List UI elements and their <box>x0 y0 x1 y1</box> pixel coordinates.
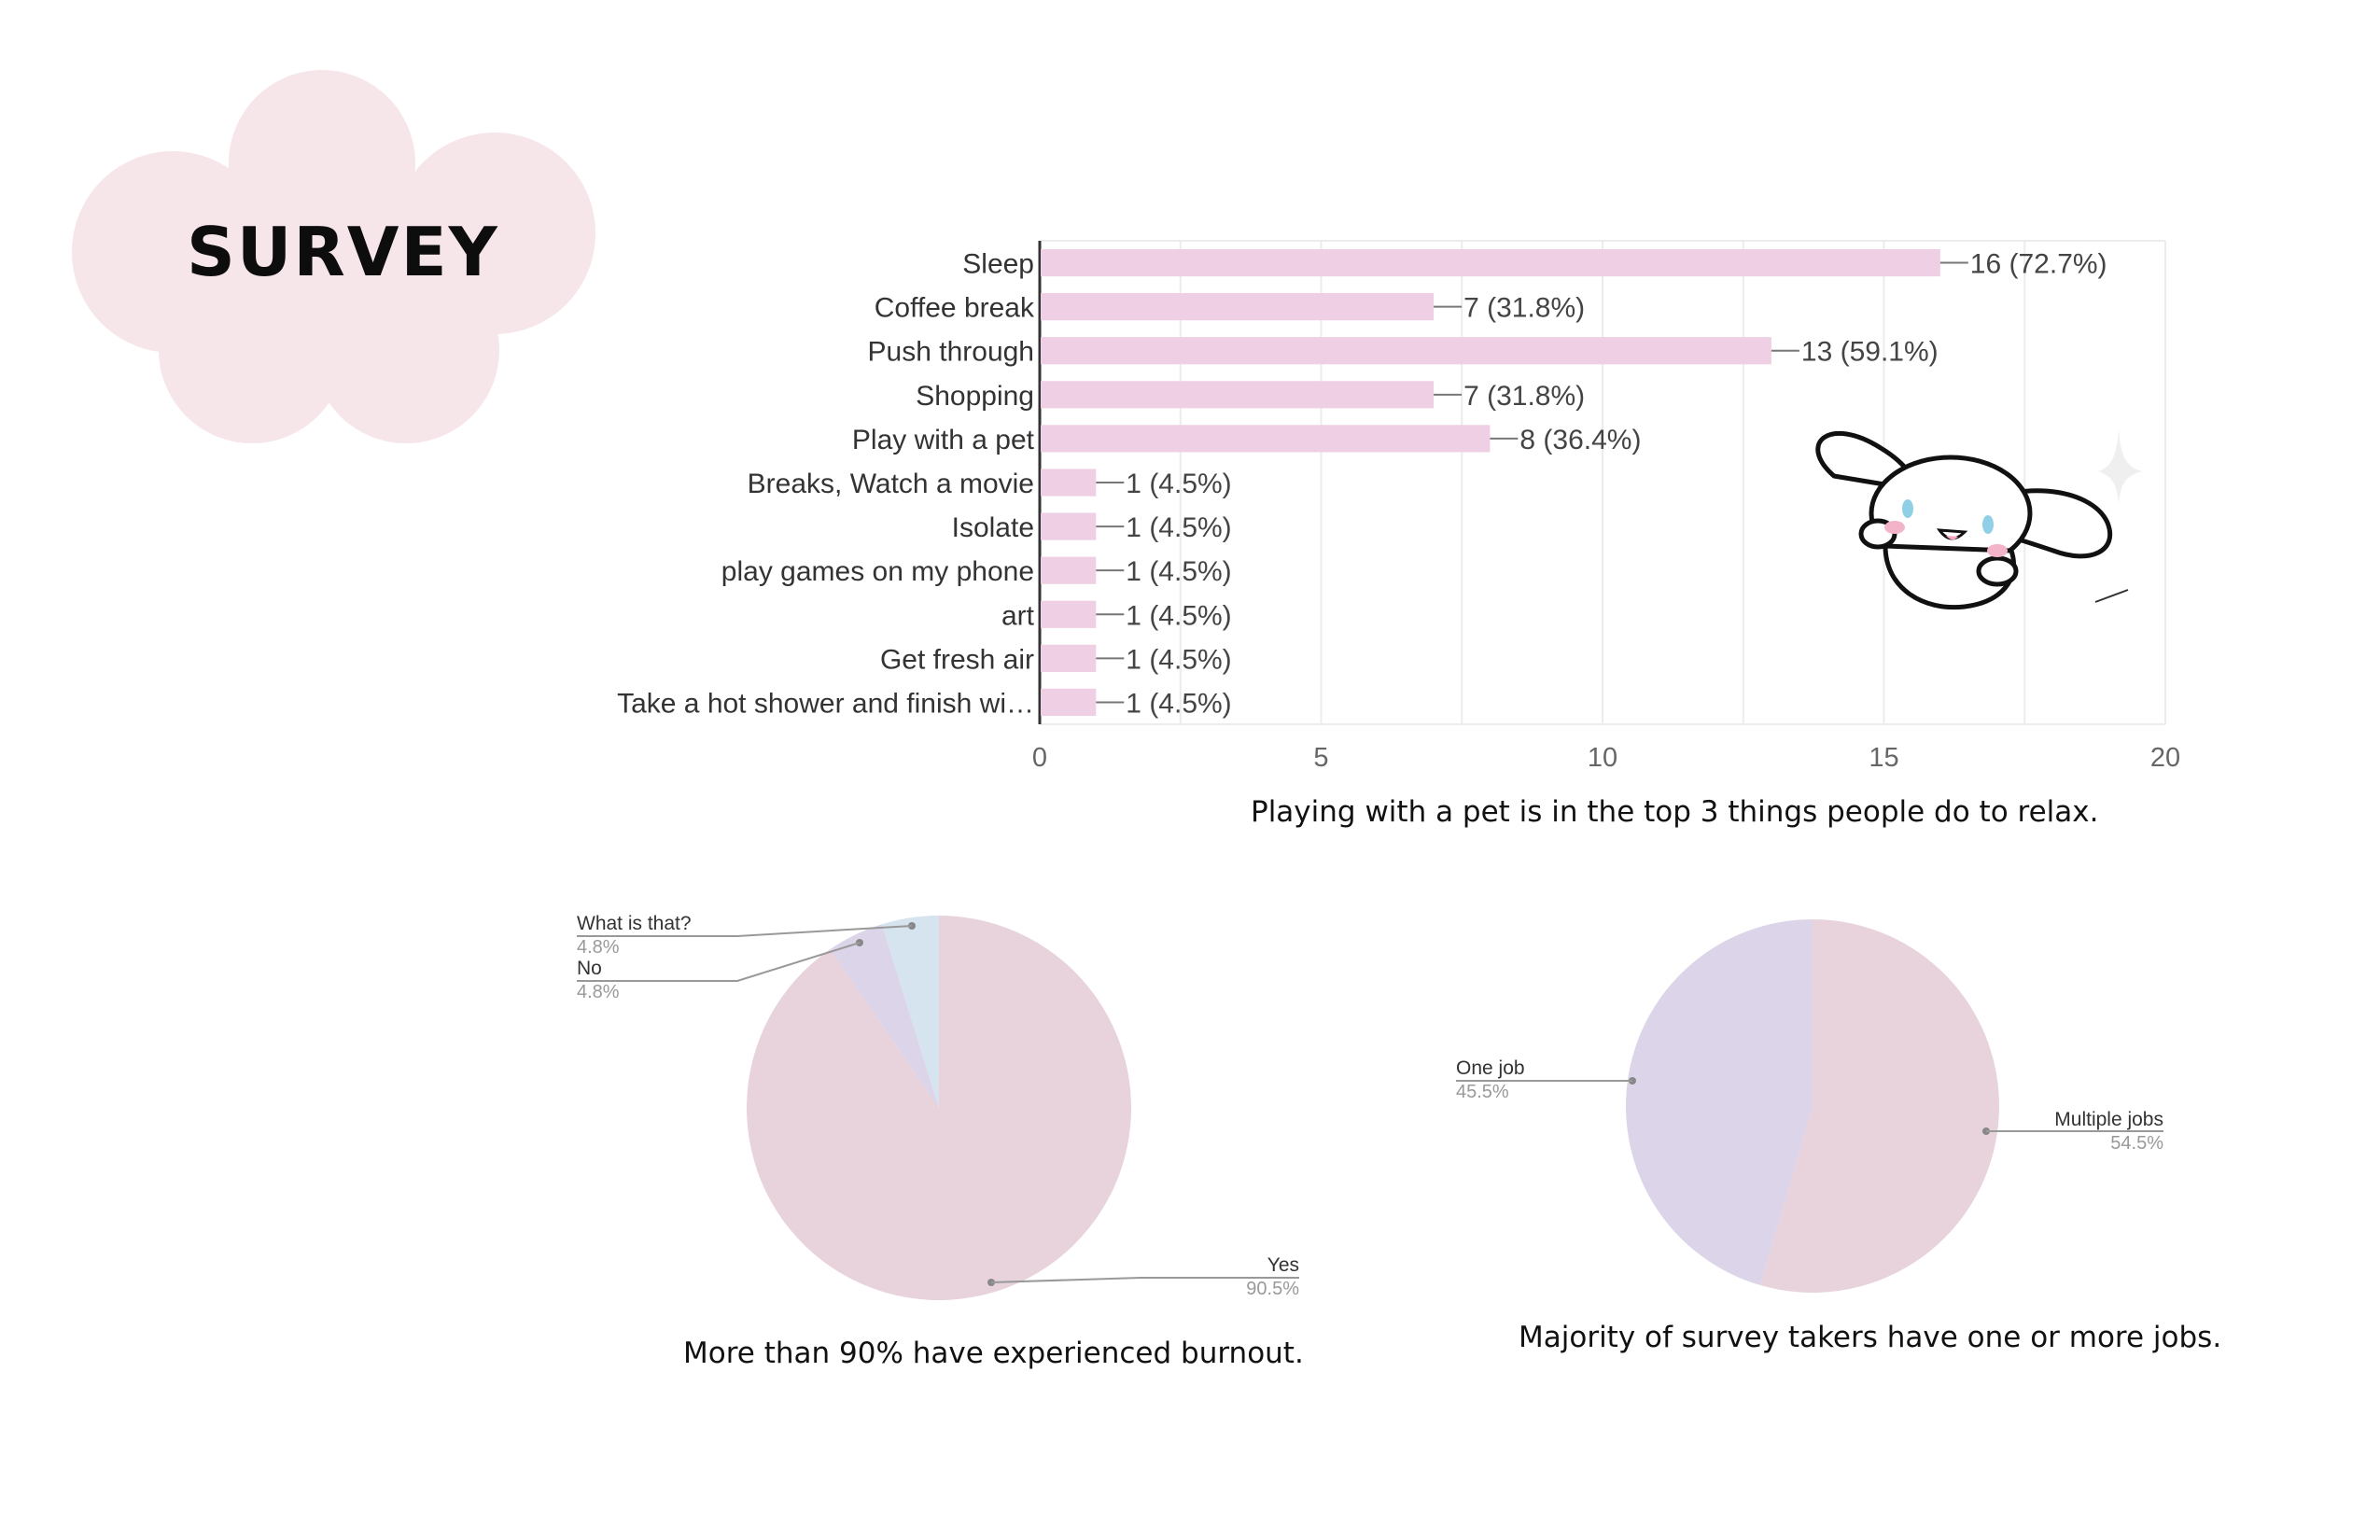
category-label: Take a hot shower and finish wi… <box>617 688 1034 719</box>
slice-label: What is that? <box>577 913 692 934</box>
slice-label: One job <box>1456 1057 1525 1079</box>
burnout-pie-caption: More than 90% have experienced burnout. <box>683 1337 1304 1370</box>
data-label: 1 (4.5%) <box>1126 600 1231 631</box>
data-label: 1 (4.5%) <box>1126 469 1231 499</box>
jobs-pie: Multiple jobs 54.5% One job 45.5% <box>1456 919 2163 1293</box>
slice-percent: 45.5% <box>1456 1082 1509 1102</box>
slice-percent: 54.5% <box>2110 1133 2163 1154</box>
slice-label: Multiple jobs <box>2054 1109 2163 1130</box>
bar <box>1041 248 1940 277</box>
bar <box>1041 556 1097 584</box>
slice-label: No <box>577 958 602 979</box>
category-label: play games on my phone <box>721 556 1034 587</box>
data-label: 13 (59.1%) <box>1801 337 1939 368</box>
category-label: Coffee break <box>875 293 1035 324</box>
category-label: Get fresh air <box>880 644 1034 675</box>
bar-chart-caption: Playing with a pet is in the top 3 thing… <box>1251 795 2099 829</box>
x-tick-label: 15 <box>1869 743 1898 773</box>
callout-line <box>577 925 913 937</box>
callout-line <box>577 942 861 982</box>
bar <box>1041 600 1097 628</box>
category-label: Isolate <box>952 512 1034 543</box>
bar <box>1041 469 1097 497</box>
category-label: Push through <box>868 337 1034 368</box>
data-label: 7 (31.8%) <box>1463 293 1585 324</box>
data-label: 1 (4.5%) <box>1126 688 1231 719</box>
data-label: 8 (36.4%) <box>1519 425 1641 455</box>
x-tick-label: 0 <box>1032 743 1047 773</box>
slice-label: Yes <box>1267 1254 1299 1276</box>
jobs-pie-caption: Majority of survey takers have one or mo… <box>1519 1321 2222 1354</box>
category-label: Breaks, Watch a movie <box>748 469 1034 499</box>
pie-slice <box>1760 919 1999 1293</box>
category-label: Sleep <box>962 249 1034 280</box>
pie-slice <box>830 924 939 1108</box>
bar <box>1041 512 1097 540</box>
bar-axis: 0 5 10 15 20 <box>1032 241 2180 773</box>
data-label: 1 (4.5%) <box>1126 644 1231 675</box>
bar <box>1041 688 1097 717</box>
x-tick-label: 10 <box>1588 743 1617 773</box>
x-tick-label: 20 <box>2150 743 2180 773</box>
callout-line <box>990 1277 1299 1283</box>
title-cloud <box>72 70 595 443</box>
category-label: Play with a pet <box>852 425 1035 455</box>
bar <box>1041 644 1097 672</box>
bar <box>1041 293 1435 321</box>
bar <box>1041 425 1491 453</box>
bar-marks: Sleep 16 (72.7%) Coffee break 7 (31.8%) Push… <box>617 249 2107 720</box>
category-label: Shopping <box>916 381 1034 412</box>
page-title: SURVEY <box>187 213 499 291</box>
data-label: 1 (4.5%) <box>1126 512 1231 543</box>
slice-percent: 90.5% <box>1246 1279 1299 1299</box>
pie-slice <box>881 916 939 1108</box>
pie-slice <box>1625 919 1813 1286</box>
slice-percent: 4.8% <box>577 982 620 1002</box>
bar <box>1041 337 1771 365</box>
slice-percent: 4.8% <box>577 937 620 958</box>
data-label: 7 (31.8%) <box>1463 381 1585 412</box>
pie-slice <box>747 916 1132 1300</box>
x-tick-label: 5 <box>1313 743 1328 773</box>
data-label: 16 (72.7%) <box>1970 249 2107 280</box>
category-label: art <box>1001 600 1035 631</box>
data-label: 1 (4.5%) <box>1126 556 1231 587</box>
bar <box>1041 381 1435 409</box>
